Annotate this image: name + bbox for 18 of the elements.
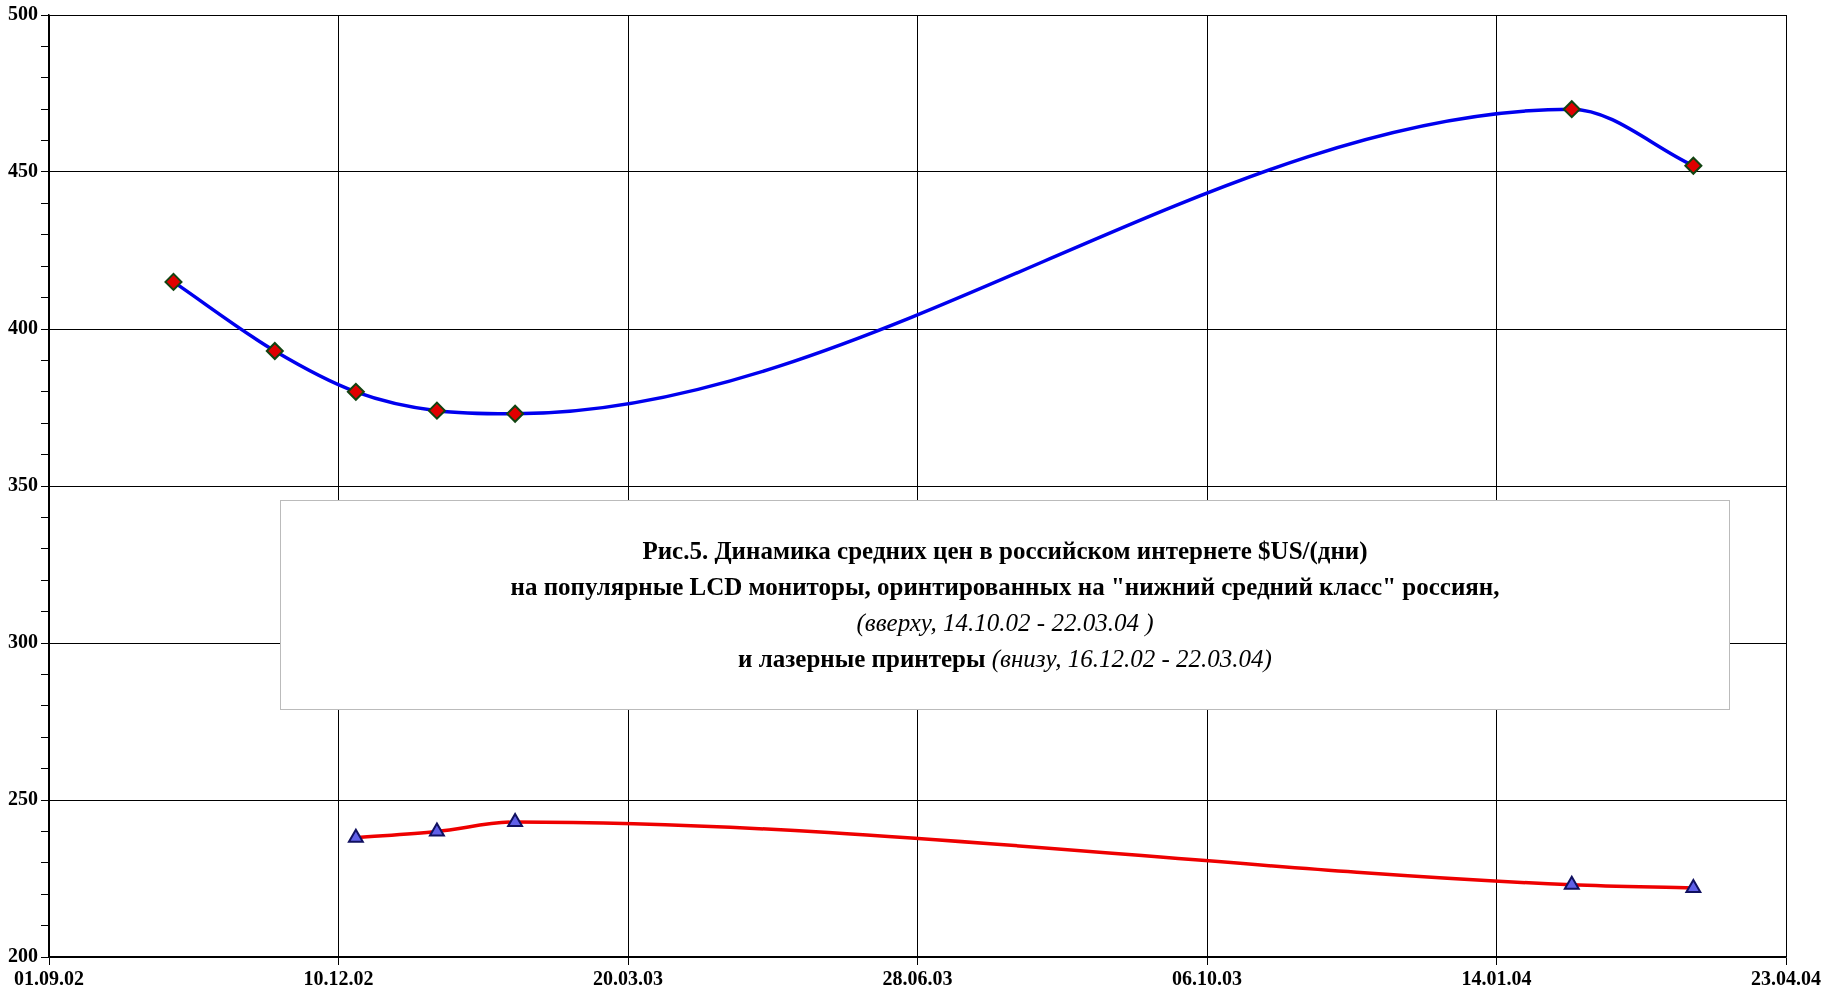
x-tick-label: 10.12.02 xyxy=(303,967,374,990)
y-tick-label: 400 xyxy=(8,316,38,339)
x-tick-label: 14.01.04 xyxy=(1461,967,1532,990)
caption-panel: Рис.5. Динамика средних цен в российском интернете $US/(дни) на популярные LCD мониторы, оринтированных на "нижний средний класс" россиян, (вверху, 14.10.02 - 22.03.04 ) и лазерные принтеры (внизу, 16.12.02 - 22.03.04) xyxy=(280,500,1730,710)
y-tick-label: 500 xyxy=(8,2,38,25)
annotation: (внизу, 16.12.02 - 22.03.04) xyxy=(990,645,1272,673)
y-tick-label: 250 xyxy=(8,787,38,810)
x-tick-label: 20.03.03 xyxy=(593,967,663,990)
x-tick-label: 28.06.03 xyxy=(882,967,953,990)
x-tick-label: 06.10.03 xyxy=(1172,967,1242,990)
x-tick-label: 01.09.02 xyxy=(14,967,84,990)
annotation: и лазерные принтеры xyxy=(738,645,986,673)
y-tick-label: 200 xyxy=(8,944,38,967)
y-tick-label: 300 xyxy=(8,630,38,653)
x-tick-label: 23.04.04 xyxy=(1751,967,1821,990)
y-tick-label: 450 xyxy=(8,159,38,182)
annotation: (вверху, 14.10.02 - 22.03.04 ) xyxy=(856,609,1154,636)
y-tick-label: 350 xyxy=(8,473,38,496)
